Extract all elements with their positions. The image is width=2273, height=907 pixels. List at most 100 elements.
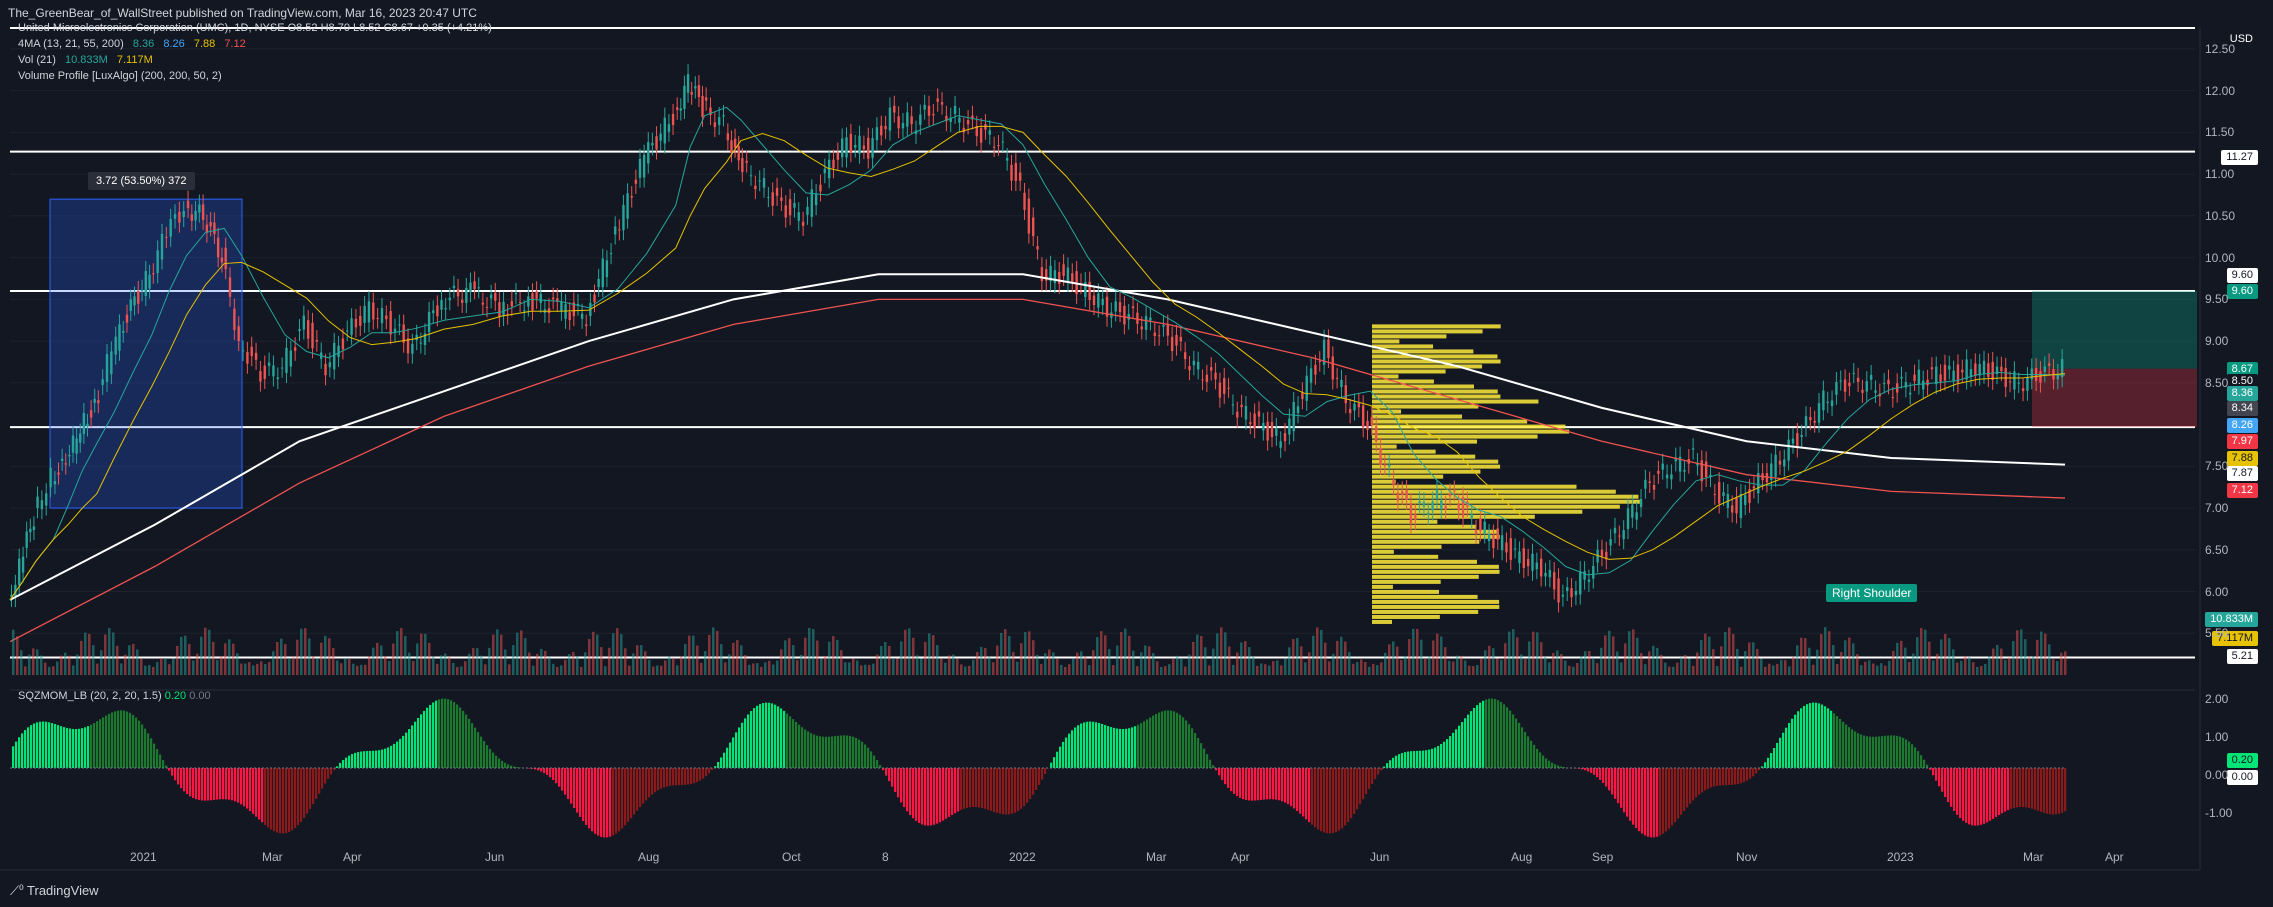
candle-body <box>427 311 431 333</box>
volume-bar <box>1776 663 1779 675</box>
volume-bar <box>496 629 499 675</box>
squeeze-bar <box>621 768 624 829</box>
volume-bar <box>96 663 99 675</box>
candle-body <box>717 117 721 125</box>
volume-bar <box>2004 660 2007 675</box>
squeeze-bar <box>1713 768 1716 787</box>
volume-bar <box>284 644 287 675</box>
candle-body <box>1062 264 1065 276</box>
volume-bar <box>1912 653 1915 675</box>
squeeze-bar <box>1542 755 1545 768</box>
squeeze-bar <box>1260 768 1263 800</box>
volume-bar <box>1688 658 1691 675</box>
squeeze-bar <box>2055 768 2058 815</box>
volume-bar <box>164 657 167 675</box>
x-tick-label: Aug <box>1511 850 1533 864</box>
candle-body <box>1848 382 1851 387</box>
squeeze-bar <box>1377 768 1380 775</box>
squeeze-bar <box>108 713 111 768</box>
volume-bar <box>712 627 715 675</box>
squeeze-bar <box>123 710 126 768</box>
candle-body <box>178 211 181 223</box>
sqz-label[interactable]: SQZMOM_LB (20, 2, 20, 1.5) <box>18 690 162 702</box>
volume-profile-bar <box>1372 364 1483 369</box>
volume-bar <box>1524 659 1527 675</box>
squeeze-bar <box>57 725 60 768</box>
volume-bar <box>1312 635 1315 675</box>
volume-bar <box>336 660 339 675</box>
volume-bar <box>100 650 103 675</box>
volume-bar <box>1508 631 1511 675</box>
squeeze-bar <box>156 749 159 768</box>
candle-body <box>1561 594 1565 597</box>
volume-bar <box>1728 627 1731 675</box>
vp-legend: Volume Profile [LuxAlgo] (200, 200, 50, … <box>18 70 228 82</box>
squeeze-bar <box>717 761 720 768</box>
squeeze-bar <box>1119 728 1122 768</box>
candle-body <box>1644 479 1647 489</box>
squeeze-bar <box>129 712 132 768</box>
squeeze-bar <box>1275 768 1278 800</box>
squeeze-bar <box>240 768 243 805</box>
volume-bar <box>1852 643 1855 675</box>
volume-bar <box>1872 663 1875 675</box>
candle-body <box>1487 534 1491 542</box>
candle-body <box>1470 514 1473 519</box>
squeeze-bar <box>1299 768 1302 814</box>
squeeze-bar <box>984 768 987 809</box>
candle-body <box>1648 481 1651 483</box>
ma-label[interactable]: 4MA (13, 21, 55, 200) <box>18 38 124 50</box>
squeeze-bar <box>531 768 534 769</box>
candle-body <box>473 281 476 290</box>
candle-body <box>402 324 405 343</box>
vp-label[interactable]: Volume Profile [LuxAlgo] (200, 200, 50, … <box>18 70 222 82</box>
candle-body <box>655 136 658 150</box>
squeeze-bar <box>1761 766 1764 768</box>
volume-bar <box>1372 663 1375 675</box>
squeeze-bar <box>219 768 222 800</box>
vol-label[interactable]: Vol (21) <box>18 54 56 66</box>
squeeze-bar <box>195 768 198 800</box>
squeeze-bar <box>1053 757 1056 768</box>
squeeze-bar <box>1491 698 1494 768</box>
squeeze-bar <box>2040 768 2043 812</box>
squeeze-bar <box>2061 768 2064 813</box>
squeeze-bar <box>1032 768 1035 795</box>
tradingview-logo[interactable]: ⟋⁰ TradingView <box>10 883 99 899</box>
squeeze-bar <box>2046 768 2049 814</box>
volume-bar <box>108 628 111 675</box>
volume-bar <box>1672 666 1675 675</box>
candle-body <box>988 130 991 135</box>
squeeze-bar <box>1161 711 1164 768</box>
volume-bar <box>1612 636 1615 675</box>
squeeze-bar <box>345 757 348 768</box>
symbol-title[interactable]: United Microelectronics Corporation (UMC… <box>18 22 492 34</box>
squeeze-bar <box>1224 768 1227 785</box>
squeeze-bar <box>879 764 882 768</box>
volume-bar <box>1380 662 1383 675</box>
volume-bar <box>888 645 891 675</box>
volume-bar <box>1308 652 1311 675</box>
candle-body <box>1149 317 1152 321</box>
candle-body <box>1288 418 1291 435</box>
squeeze-bar <box>960 768 963 810</box>
candle-body <box>489 294 493 299</box>
volume-bar <box>1060 664 1063 675</box>
volume-profile-bar <box>1372 439 1478 444</box>
squeeze-bar <box>1092 721 1095 768</box>
volume-bar <box>264 663 267 675</box>
squeeze-bar <box>180 768 183 789</box>
squeeze-bar <box>996 768 999 813</box>
squeeze-bar <box>1425 750 1428 768</box>
squeeze-bar <box>1755 768 1758 774</box>
squeeze-bar <box>462 710 465 768</box>
volume-bar <box>372 647 375 675</box>
squeeze-bar <box>807 731 810 768</box>
candle-body <box>36 496 39 509</box>
squeeze-bar <box>216 768 219 800</box>
candle-body <box>722 115 725 117</box>
squeeze-bar <box>1797 711 1800 768</box>
squeeze-bar <box>438 699 441 768</box>
volume-bar <box>1128 635 1131 675</box>
